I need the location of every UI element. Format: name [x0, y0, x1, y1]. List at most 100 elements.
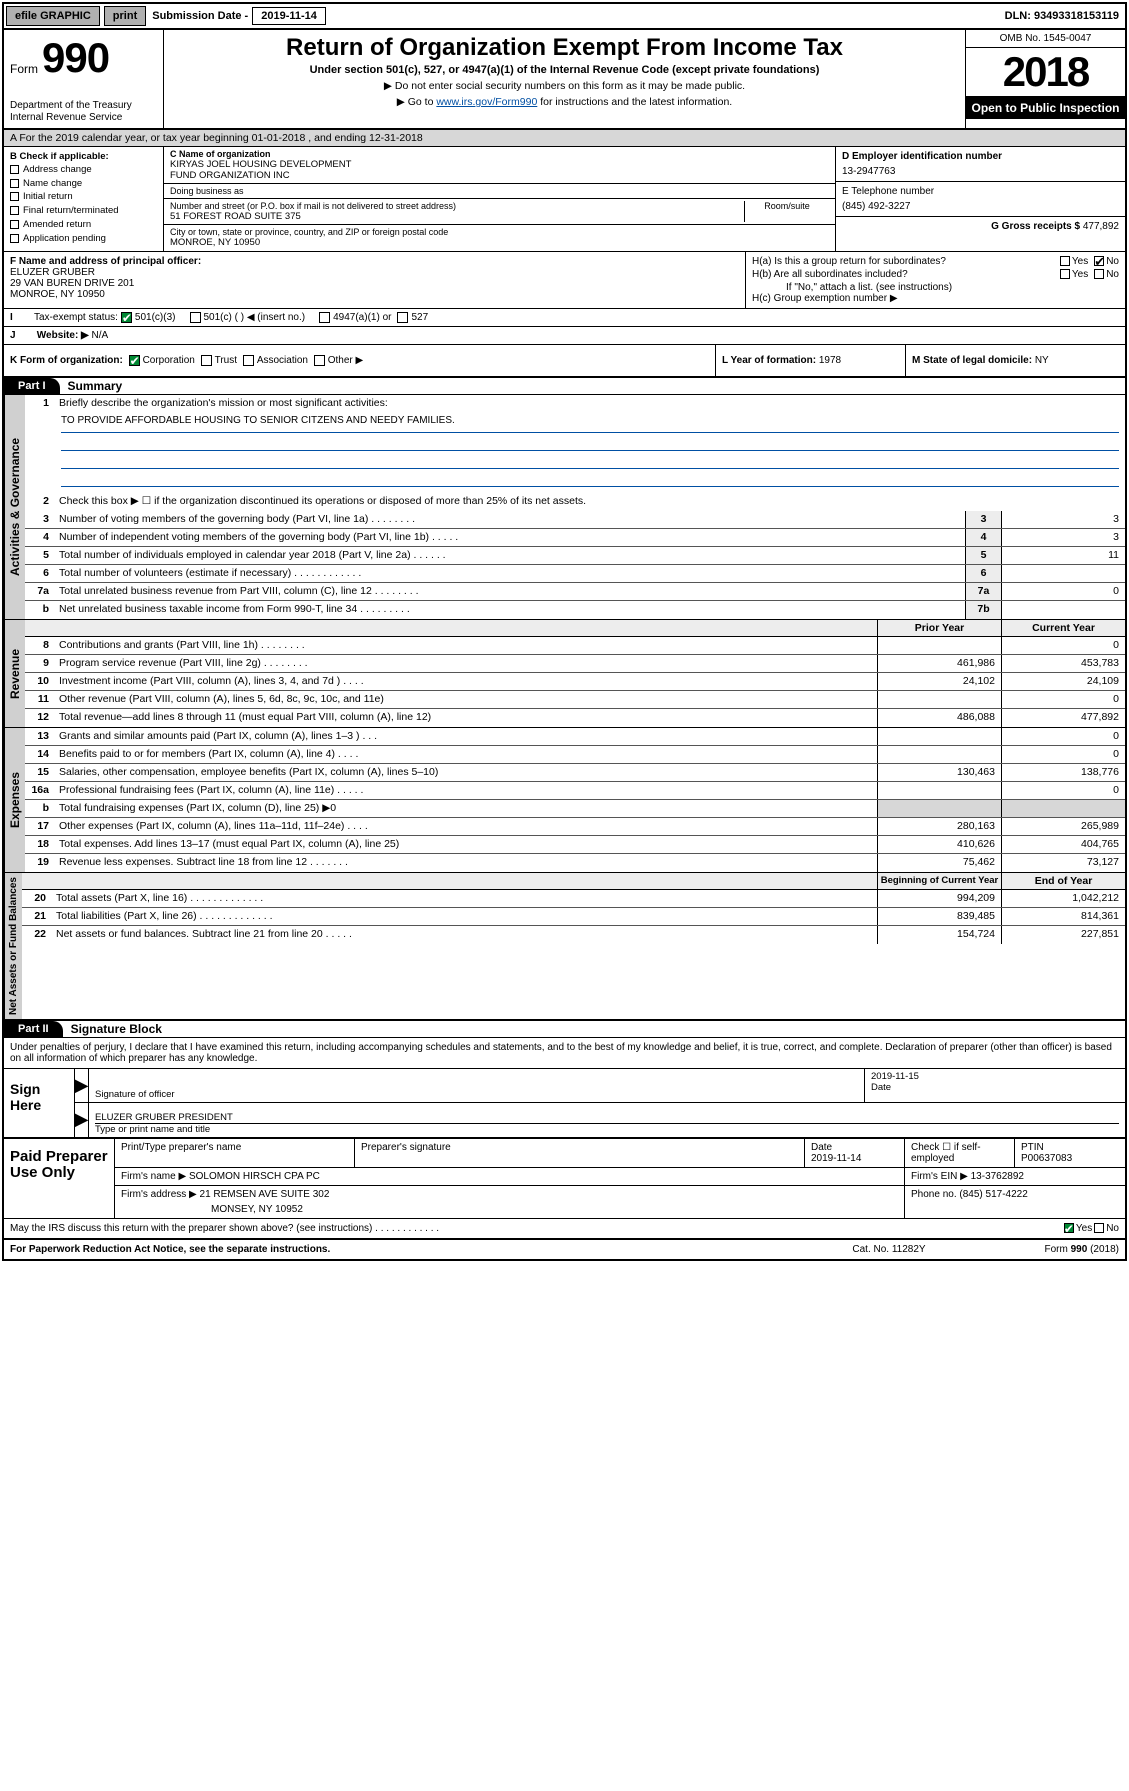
submission-date: 2019-11-14: [252, 7, 326, 25]
paid-preparer-block: Paid Preparer Use Only Print/Type prepar…: [4, 1138, 1125, 1218]
subtitle-2a: ▶ Do not enter social security numbers o…: [172, 80, 957, 92]
col-deg: D Employer identification number 13-2947…: [835, 147, 1125, 251]
line-4: 4Number of independent voting members of…: [25, 529, 1125, 547]
tab-netassets: Net Assets or Fund Balances: [4, 873, 22, 1019]
chk-address-change[interactable]: Address change: [10, 164, 157, 177]
chk-amended[interactable]: Amended return: [10, 219, 157, 232]
tax-year: 2018: [966, 48, 1125, 97]
form-title: Return of Organization Exempt From Incom…: [172, 34, 957, 62]
firm-address: 21 REMSEN AVE SUITE 302: [200, 1189, 330, 1200]
print-button[interactable]: print: [104, 6, 146, 26]
row-i-tax-status: I Tax-exempt status: 501(c)(3) 501(c) ( …: [4, 309, 1125, 327]
dln: DLN: 93493318153119: [1005, 10, 1119, 22]
chk-other[interactable]: [314, 355, 325, 366]
chk-corp[interactable]: [129, 355, 140, 366]
officer-name-title: ELUZER GRUBER PRESIDENT: [95, 1112, 1119, 1124]
line-6: 6Total number of volunteers (estimate if…: [25, 565, 1125, 583]
firm-ein: 13-3762892: [971, 1171, 1024, 1182]
mission-description: TO PROVIDE AFFORDABLE HOUSING TO SENIOR …: [25, 413, 1125, 493]
col-h-group: H(a) Is this a group return for subordin…: [745, 252, 1125, 308]
submission-label: Submission Date -: [148, 10, 252, 22]
chk-assoc[interactable]: [243, 355, 254, 366]
chk-4947[interactable]: [319, 312, 330, 323]
block-f-h: F Name and address of principal officer:…: [4, 252, 1125, 309]
tab-revenue: Revenue: [4, 620, 25, 727]
ein: 13-2947763: [842, 166, 1119, 177]
gross-receipts: 477,892: [1083, 221, 1119, 232]
line-9: 9Program service revenue (Part VIII, lin…: [25, 655, 1125, 673]
firm-name: SOLOMON HIRSCH CPA PC: [189, 1171, 320, 1182]
header: Form 990 Department of the Treasury Inte…: [4, 30, 1125, 130]
line-13: 13Grants and similar amounts paid (Part …: [25, 728, 1125, 746]
telephone: (845) 492-3227: [842, 201, 1119, 212]
line-15: 15Salaries, other compensation, employee…: [25, 764, 1125, 782]
may-yes-checkbox[interactable]: [1064, 1223, 1074, 1233]
chk-501c[interactable]: [190, 312, 201, 323]
subtitle-1: Under section 501(c), 527, or 4947(a)(1)…: [172, 64, 957, 76]
col-f-officer: F Name and address of principal officer:…: [4, 252, 745, 308]
line-3: 3Number of voting members of the governi…: [25, 511, 1125, 529]
year-formation: 1978: [819, 355, 841, 366]
ha-yesno[interactable]: YesNo: [1054, 256, 1119, 267]
line-17: 17Other expenses (Part IX, column (A), l…: [25, 818, 1125, 836]
subtitle-2b: ▶ Go to www.irs.gov/Form990 for instruct…: [172, 96, 957, 108]
chk-initial-return[interactable]: Initial return: [10, 191, 157, 204]
open-public: Open to Public Inspection: [966, 97, 1125, 119]
chk-final-return[interactable]: Final return/terminated: [10, 205, 157, 218]
sign-arrow-icon: ▶: [75, 1069, 89, 1102]
row-j-website: J Website: ▶ N/A: [4, 327, 1125, 345]
line-19: 19Revenue less expenses. Subtract line 1…: [25, 854, 1125, 872]
header-center: Return of Organization Exempt From Incom…: [164, 30, 965, 128]
line-16a: 16aProfessional fundraising fees (Part I…: [25, 782, 1125, 800]
col-c: C Name of organization KIRYAS JOEL HOUSI…: [164, 147, 835, 251]
state-domicile: NY: [1035, 355, 1049, 366]
section-expenses: Expenses 13Grants and similar amounts pa…: [4, 728, 1125, 873]
chk-trust[interactable]: [201, 355, 212, 366]
topbar: efile GRAPHIC print Submission Date - 20…: [4, 4, 1125, 30]
line-5: 5Total number of individuals employed in…: [25, 547, 1125, 565]
hb-yesno[interactable]: YesNo: [1054, 269, 1119, 280]
section-netassets: Net Assets or Fund Balances Beginning of…: [4, 873, 1125, 1021]
part1-header: Part I Summary: [4, 378, 1125, 395]
form-container: efile GRAPHIC print Submission Date - 20…: [2, 2, 1127, 1261]
line-20: 20Total assets (Part X, line 16) . . . .…: [22, 890, 1125, 908]
section-governance: Activities & Governance 1Briefly describ…: [4, 395, 1125, 620]
line-12: 12Total revenue—add lines 8 through 11 (…: [25, 709, 1125, 727]
omb-number: OMB No. 1545-0047: [966, 30, 1125, 48]
city-state-zip: MONROE, NY 10950: [170, 237, 829, 248]
col-b-checkboxes: B Check if applicable: Address change Na…: [4, 147, 164, 251]
tab-expenses: Expenses: [4, 728, 25, 872]
line-8: 8Contributions and grants (Part VIII, li…: [25, 637, 1125, 655]
irs-link[interactable]: www.irs.gov/Form990: [436, 96, 537, 108]
line-21: 21Total liabilities (Part X, line 26) . …: [22, 908, 1125, 926]
preparer-date: 2019-11-14: [811, 1153, 861, 1164]
chk-527[interactable]: [397, 312, 408, 323]
chk-name-change[interactable]: Name change: [10, 178, 157, 191]
row-k: K Form of organization: Corporation Trus…: [4, 345, 1125, 378]
sign-here-block: Sign Here ▶ Signature of officer 2019-11…: [4, 1069, 1125, 1138]
street-address: 51 FOREST ROAD SUITE 375: [170, 211, 738, 222]
footer: For Paperwork Reduction Act Notice, see …: [4, 1238, 1125, 1259]
line-b: bTotal fundraising expenses (Part IX, co…: [25, 800, 1125, 818]
line-7a: 7aTotal unrelated business revenue from …: [25, 583, 1125, 601]
signature-intro: Under penalties of perjury, I declare th…: [4, 1038, 1125, 1069]
efile-button[interactable]: efile GRAPHIC: [6, 6, 100, 26]
row-a: A For the 2019 calendar year, or tax yea…: [4, 130, 1125, 147]
sig-date: 2019-11-15: [871, 1071, 1119, 1082]
line-18: 18Total expenses. Add lines 13–17 (must …: [25, 836, 1125, 854]
chk-501c3[interactable]: [121, 312, 132, 323]
firm-phone: (845) 517-4222: [959, 1189, 1027, 1200]
officer-name: ELUZER GRUBER: [10, 267, 739, 278]
line-22: 22Net assets or fund balances. Subtract …: [22, 926, 1125, 944]
line-11: 11Other revenue (Part VIII, column (A), …: [25, 691, 1125, 709]
tab-governance: Activities & Governance: [4, 395, 25, 619]
may-no-checkbox[interactable]: [1094, 1223, 1104, 1233]
block-b-through-g: B Check if applicable: Address change Na…: [4, 147, 1125, 252]
line-10: 10Investment income (Part VIII, column (…: [25, 673, 1125, 691]
website-value: N/A: [92, 330, 109, 341]
header-right: OMB No. 1545-0047 2018 Open to Public In…: [965, 30, 1125, 128]
chk-pending[interactable]: Application pending: [10, 233, 157, 246]
department: Department of the Treasury Internal Reve…: [10, 100, 157, 124]
org-name: KIRYAS JOEL HOUSING DEVELOPMENT FUND ORG…: [170, 159, 829, 181]
header-left: Form 990 Department of the Treasury Inte…: [4, 30, 164, 128]
